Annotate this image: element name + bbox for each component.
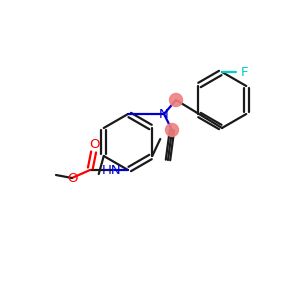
Text: O: O: [90, 137, 100, 151]
Text: F: F: [240, 65, 248, 79]
Text: N: N: [159, 107, 169, 121]
Text: HN: HN: [102, 164, 122, 176]
Circle shape: [169, 94, 182, 106]
Circle shape: [166, 124, 178, 136]
Text: O: O: [67, 172, 77, 184]
